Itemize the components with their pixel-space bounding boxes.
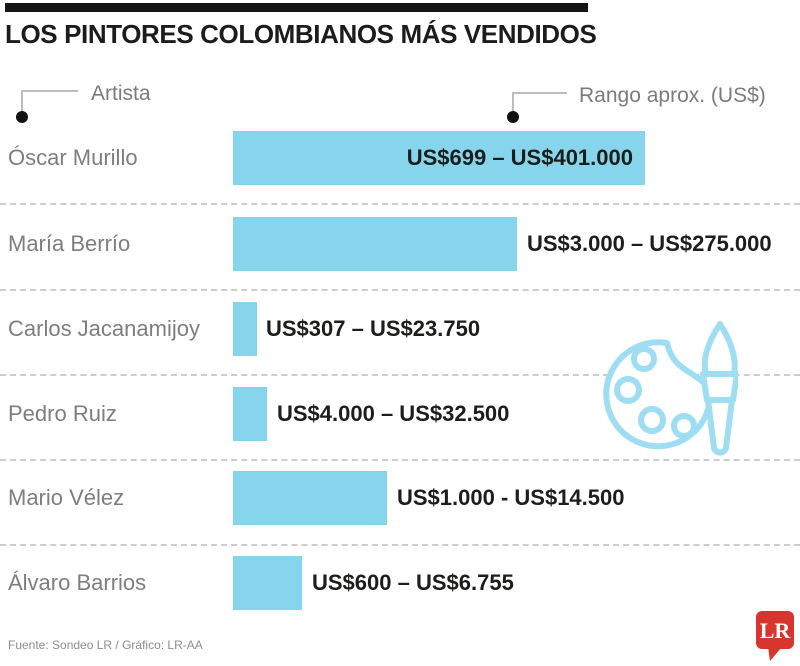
range-callout-line (512, 92, 567, 115)
range-bar (233, 217, 517, 271)
row-separator (0, 459, 800, 461)
artist-name: Álvaro Barrios (8, 570, 147, 595)
range-bar (233, 302, 257, 356)
artist-name: Mario Vélez (8, 485, 125, 510)
table-row: Óscar Murillo US$699 – US$401.000 (0, 131, 800, 185)
artist-callout-line (21, 90, 78, 115)
row-separator (0, 374, 800, 376)
artist-name: Óscar Murillo (8, 145, 138, 170)
table-row: Carlos Jacanamijoy US$307 – US$23.750 (0, 302, 800, 356)
palette-brush-icon (603, 321, 738, 456)
artist-column-label: Artista (91, 82, 151, 105)
row-separator (0, 203, 800, 205)
range-value: US$1.000 - US$14.500 (397, 485, 625, 510)
artist-callout-dot (16, 111, 28, 123)
range-bar (233, 471, 387, 525)
page-title: LOS PINTORES COLOMBIANOS MÁS VENDIDOS (5, 19, 597, 49)
title-rule (5, 3, 588, 12)
range-column-label: Rango aprox. (US$) (579, 84, 766, 107)
range-value: US$4.000 – US$32.500 (277, 401, 510, 426)
range-value: US$699 – US$401.000 (406, 145, 633, 170)
table-row: Álvaro Barrios US$600 – US$6.755 (0, 556, 800, 610)
range-bar (233, 556, 302, 610)
artist-name: Pedro Ruiz (8, 401, 117, 426)
table-row: Pedro Ruiz US$4.000 – US$32.500 (0, 387, 800, 441)
range-value: US$600 – US$6.755 (312, 570, 514, 595)
source-credit: Fuente: Sondeo LR / Gráfico: LR-AA (8, 638, 203, 652)
range-value: US$3.000 – US$275.000 (527, 231, 772, 256)
range-callout-dot (507, 111, 519, 123)
range-bar: US$699 – US$401.000 (233, 131, 645, 185)
table-row: María Berrío US$3.000 – US$275.000 (0, 217, 800, 271)
lr-logo: LR (756, 611, 794, 661)
range-bar (233, 387, 267, 441)
row-separator (0, 544, 800, 546)
table-row: Mario Vélez US$1.000 - US$14.500 (0, 471, 800, 525)
artist-name: Carlos Jacanamijoy (8, 316, 200, 341)
row-separator (0, 289, 800, 291)
range-value: US$307 – US$23.750 (266, 316, 481, 341)
lr-logo-text: LR (760, 618, 792, 643)
artist-name: María Berrío (8, 231, 131, 256)
